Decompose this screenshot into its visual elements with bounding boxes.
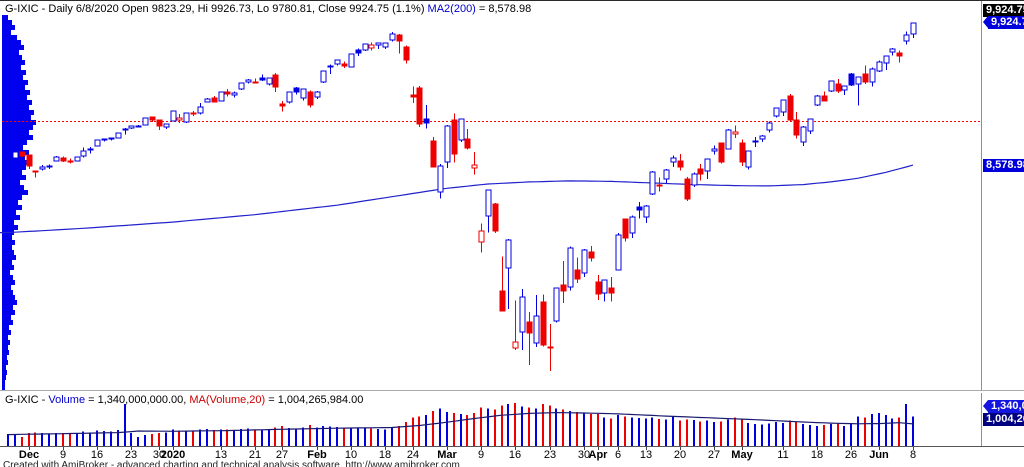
date-tick: [913, 447, 914, 450]
date-tick: [282, 447, 283, 450]
date-tick: [851, 447, 852, 450]
date-tick: [221, 447, 222, 450]
date-label: 18: [378, 449, 392, 461]
date-tick: [879, 447, 880, 450]
date-label: 20: [673, 449, 687, 461]
date-tick: [817, 447, 818, 450]
date-label: Jun: [869, 449, 889, 461]
candles-layer: [5, 22, 917, 371]
volume-ma-chip-text: 1,004,265,984.00: [983, 413, 1024, 426]
volume-bars-layer: [7, 403, 914, 446]
date-label: 6: [614, 449, 622, 461]
date-label: Dec: [18, 449, 40, 461]
date-label: Apr: [588, 449, 608, 461]
date-tick: [159, 447, 160, 450]
date-label: 9: [477, 449, 485, 461]
date-tick: [550, 447, 551, 450]
volume-chart-canvas[interactable]: [0, 392, 981, 446]
date-tick: [742, 447, 743, 450]
volume-ma-line: [7, 411, 914, 436]
date-tick: [97, 447, 98, 450]
volume-title-volume-label: Volume: [48, 394, 86, 406]
date-label: 16: [90, 449, 104, 461]
date-tick: [63, 447, 64, 450]
pane-splitter[interactable]: [0, 390, 1024, 393]
date-label: 11: [777, 449, 789, 461]
date-label: 26: [844, 449, 858, 461]
volume-ma-value-chip: 1,004,265,984.00: [983, 413, 1024, 426]
date-tick: [680, 447, 681, 450]
date-tick: [413, 447, 414, 450]
credit-line: Created with AmiBroker - advanced charti…: [3, 460, 460, 467]
date-tick: [173, 447, 174, 450]
date-tick: [618, 447, 619, 450]
date-tick: [646, 447, 647, 450]
date-label: 27: [707, 449, 721, 461]
date-label: 8: [909, 449, 917, 461]
close-price-chip: 9,924.75: [983, 16, 1024, 29]
date-axis[interactable]: Created with AmiBroker - advanced charti…: [0, 446, 1024, 467]
date-tick: [515, 447, 516, 450]
price-axis-line: [981, 1, 982, 446]
date-label: 21: [248, 449, 262, 461]
date-label: 24: [406, 449, 420, 461]
volume-pane-title: G-IXIC - Volume = 1,340,000,000.00, MA(V…: [5, 394, 363, 406]
volume-by-price-histogram: [2, 15, 36, 390]
last-volume-arrow-icon: [983, 400, 988, 412]
volume-title-symbol: G-IXIC -: [5, 394, 49, 406]
volume-title-ma-label: MA(Volume,20): [189, 394, 266, 406]
date-label: 18: [810, 449, 824, 461]
last-volume-chip: 1,340,000,000.00: [983, 400, 1024, 413]
price-chart-canvas[interactable]: [0, 1, 981, 390]
price-title-ohlc: G-IXIC - Daily 6/8/2020 Open 9823.29, Hi…: [5, 3, 428, 15]
date-label: 13: [639, 449, 653, 461]
date-label: 2020: [160, 449, 186, 461]
date-tick: [385, 447, 386, 450]
close-price-chip-text: 9,924.75: [988, 16, 1024, 29]
date-label: 16: [508, 449, 522, 461]
date-tick: [598, 447, 599, 450]
date-label: 10: [344, 449, 358, 461]
volume-title-volume-value: = 1,340,000,000.00,: [85, 394, 190, 406]
date-label: Mar: [437, 449, 457, 461]
date-tick: [783, 447, 784, 450]
price-title-ma-label: MA2(200): [427, 3, 476, 15]
date-tick: [481, 447, 482, 450]
date-label: 30: [152, 449, 166, 461]
last-close-chip-text: 9,924.75: [983, 4, 1024, 17]
ma200-value-chip: 8,578.98: [983, 159, 1024, 172]
price-title-ma-value: = 8,578.98: [475, 3, 532, 15]
date-tick: [584, 447, 585, 450]
date-tick: [447, 447, 448, 450]
date-tick: [317, 447, 318, 450]
price-pane-title: G-IXIC - Daily 6/8/2020 Open 9823.29, Hi…: [5, 3, 531, 15]
last-close-chip: 9,924.75: [983, 4, 1024, 17]
date-tick: [255, 447, 256, 450]
volume-title-ma-value: = 1,004,265,984.00: [265, 394, 364, 406]
date-label: 27: [275, 449, 289, 461]
close-price-arrow-icon: [983, 16, 988, 28]
date-label: 13: [214, 449, 228, 461]
last-volume-chip-text: 1,340,000,000.00: [988, 400, 1024, 413]
date-label: 9: [59, 449, 67, 461]
date-label: 23: [124, 449, 138, 461]
date-tick: [714, 447, 715, 450]
date-tick: [131, 447, 132, 450]
date-tick: [351, 447, 352, 450]
date-label: 30: [577, 449, 591, 461]
date-label: 23: [543, 449, 557, 461]
date-label: May: [731, 449, 753, 461]
date-tick: [29, 447, 30, 450]
ma200-line: [0, 164, 914, 234]
ma200-chip-text: 8,578.98: [983, 159, 1024, 172]
date-label: Feb: [307, 449, 327, 461]
